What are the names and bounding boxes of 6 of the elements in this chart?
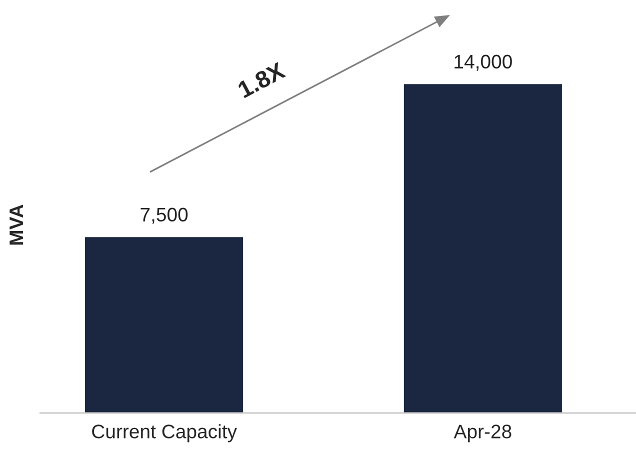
- x-tick-label: Current Capacity: [92, 424, 237, 442]
- data-label: 14,000: [454, 54, 512, 71]
- y-axis-title: MVA: [10, 204, 24, 245]
- x-tick-label: Apr-28: [454, 424, 512, 442]
- data-label: 7,500: [140, 208, 188, 224]
- annotation: 1.8X: [236, 62, 286, 98]
